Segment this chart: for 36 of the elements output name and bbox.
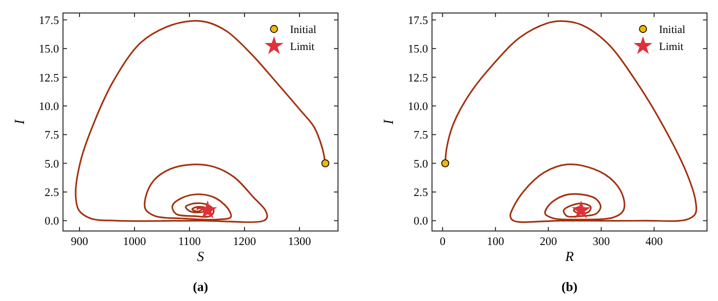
y-tick-label: 2.5: [414, 186, 428, 199]
legend-label: Initial: [659, 24, 686, 36]
x-tick-label: 200: [540, 236, 558, 248]
y-tick-label: 5.0: [414, 158, 428, 170]
y-tick-label: 15.0: [38, 44, 60, 56]
x-tick-label: 1200: [233, 236, 256, 248]
y-tick-label: 17.5: [38, 14, 60, 27]
x-tick-label: 1300: [288, 236, 312, 248]
x-tick-label: 0: [440, 236, 446, 248]
y-tick-label: 10.0: [38, 100, 60, 113]
y-tick-label: 0.0: [414, 216, 428, 228]
x-tick-label: 400: [645, 236, 663, 248]
y-tick-label: 12.5: [408, 72, 428, 84]
y-axis-title: I: [382, 118, 397, 126]
y-tick-label: 10.0: [408, 100, 428, 113]
y-tick-label: 0.0: [44, 216, 60, 228]
x-tick-label: 100: [486, 236, 504, 248]
x-tick-label: 900: [70, 236, 88, 248]
x-axis-title: R: [564, 250, 574, 265]
y-tick-label: 2.5: [44, 186, 60, 199]
y-tick-label: 12.5: [38, 72, 60, 84]
y-axis-title: I: [13, 118, 28, 126]
y-tick-label: 15.0: [408, 44, 428, 56]
legend-label: Limit: [659, 41, 684, 53]
x-tick-label: 1000: [123, 236, 146, 248]
y-tick-label: 7.5: [44, 130, 60, 142]
text: (a): [192, 279, 208, 294]
y-tick-label: 17.5: [408, 14, 428, 27]
text: (b): [562, 279, 578, 294]
x-axis-title: S: [197, 250, 204, 265]
x-tick-label: 1100: [178, 236, 202, 248]
x-tick-label: 300: [592, 236, 610, 248]
legend-label: Initial: [290, 24, 316, 36]
legend-label: Limit: [290, 41, 314, 53]
y-tick-label: 7.5: [414, 130, 428, 142]
y-tick-label: 5.0: [44, 158, 60, 170]
